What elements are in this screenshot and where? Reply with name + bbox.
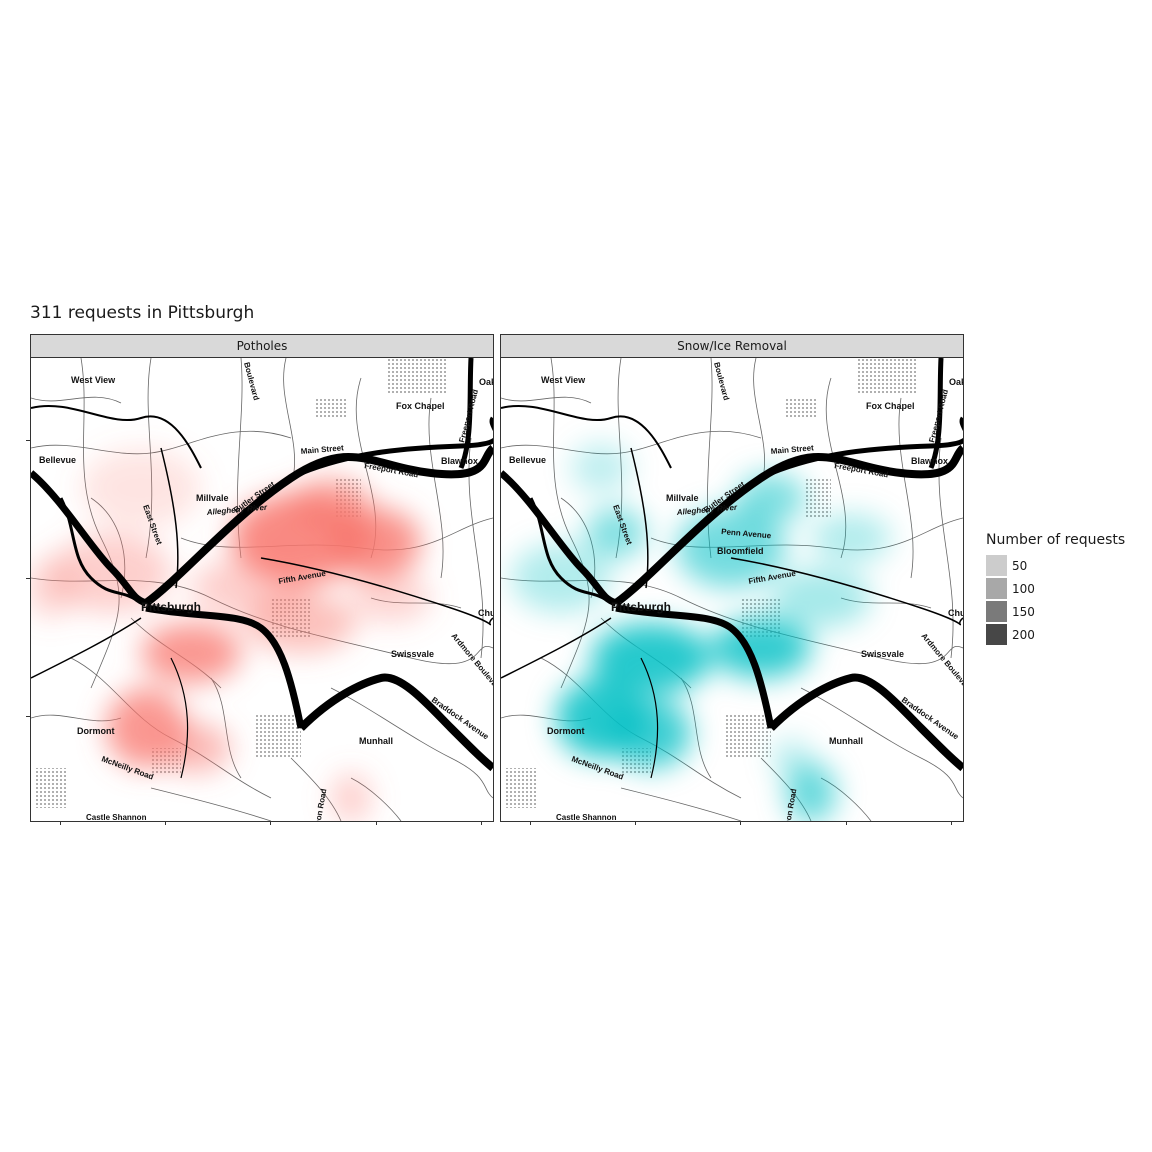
legend-label: 150 xyxy=(1012,604,1035,619)
legend: Number of requests 50 100 150 200 xyxy=(986,532,1125,646)
density-overlay xyxy=(511,443,891,821)
legend-item: 50 xyxy=(986,554,1125,577)
label-munhall: Munhall xyxy=(829,736,863,746)
label-pittsburgh: Pittsburgh xyxy=(611,600,671,614)
label-millvale: Millvale xyxy=(666,493,699,503)
legend-item: 200 xyxy=(986,623,1125,646)
map-potholes: West View Bellevue Millvale Fox Chapel B… xyxy=(31,358,493,821)
legend-swatch xyxy=(986,555,1007,576)
label-pittsburgh: Pittsburgh xyxy=(141,600,201,614)
label-swissvale: Swissvale xyxy=(391,649,434,659)
legend-items: 50 100 150 200 xyxy=(986,554,1125,646)
label-dormont: Dormont xyxy=(77,726,115,736)
label-bloomfield: Bloomfield xyxy=(717,546,764,556)
label-millvale: Millvale xyxy=(196,493,229,503)
label-oakmont: Oak xyxy=(479,377,493,387)
strip-snow-ice: Snow/Ice Removal xyxy=(501,335,963,358)
map-snow-ice: West View Bellevue Millvale Fox Chapel B… xyxy=(501,358,963,821)
label-blawnox: Blawnox xyxy=(911,456,948,466)
label-west-view: West View xyxy=(541,375,586,385)
legend-label: 100 xyxy=(1012,581,1035,596)
basemap-svg: West View Bellevue Millvale Fox Chapel B… xyxy=(501,358,963,821)
hatched-areas xyxy=(36,358,446,808)
label-swissvale: Swissvale xyxy=(861,649,904,659)
label-west-view: West View xyxy=(71,375,116,385)
legend-swatch xyxy=(986,601,1007,622)
label-castle-shannon: Castle Shannon xyxy=(86,813,147,821)
legend-title: Number of requests xyxy=(986,532,1126,548)
label-shannon-road: anon Road xyxy=(312,788,328,821)
label-oakmont: Oak xyxy=(949,377,963,387)
label-bellevue: Bellevue xyxy=(509,455,546,465)
label-churchill: Chu xyxy=(478,608,493,618)
label-penn-avenue: Penn Avenue xyxy=(721,527,772,540)
label-boulevard: Boulevard xyxy=(712,361,731,401)
major-roads xyxy=(501,358,963,779)
label-churchill: Chu xyxy=(948,608,963,618)
panel-snow-ice: Snow/Ice Removal xyxy=(500,334,964,822)
legend-item: 100 xyxy=(986,577,1125,600)
density-overlay xyxy=(31,448,431,821)
label-bellevue: Bellevue xyxy=(39,455,76,465)
label-main-street: Main Street xyxy=(770,443,814,456)
label-munhall: Munhall xyxy=(359,736,393,746)
label-castle-shannon: Castle Shannon xyxy=(556,813,617,821)
label-mcneilly-road: McNeilly Road xyxy=(570,754,625,781)
label-fox-chapel: Fox Chapel xyxy=(866,401,915,411)
legend-item: 150 xyxy=(986,600,1125,623)
basemap-svg: West View Bellevue Millvale Fox Chapel B… xyxy=(31,358,493,821)
label-dormont: Dormont xyxy=(547,726,585,736)
label-blawnox: Blawnox xyxy=(441,456,478,466)
label-boulevard: Boulevard xyxy=(242,361,261,401)
label-fox-chapel: Fox Chapel xyxy=(396,401,445,411)
label-main-street: Main Street xyxy=(300,443,344,456)
major-roads xyxy=(31,358,493,779)
legend-swatch xyxy=(986,578,1007,599)
plot-title: 311 requests in Pittsburgh xyxy=(30,303,255,323)
legend-label: 50 xyxy=(1012,558,1028,573)
strip-potholes: Potholes xyxy=(31,335,493,358)
legend-swatch xyxy=(986,624,1007,645)
legend-label: 200 xyxy=(1012,627,1035,642)
panel-potholes: Potholes xyxy=(30,334,494,822)
